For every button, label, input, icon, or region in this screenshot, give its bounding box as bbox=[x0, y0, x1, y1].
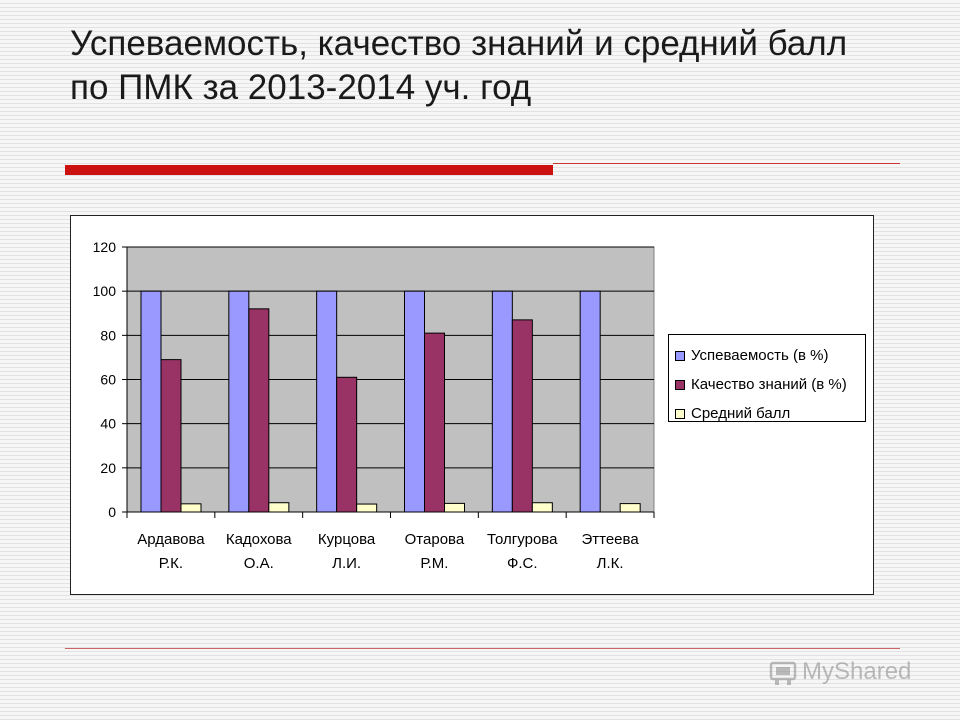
x-tick-label: Р.К. bbox=[159, 555, 183, 572]
x-tick-label: Ф.С. bbox=[507, 555, 538, 572]
projector-icon bbox=[769, 661, 797, 685]
watermark-logo: MyShared bbox=[768, 657, 911, 687]
bar bbox=[268, 502, 290, 513]
bar bbox=[356, 503, 378, 513]
chart-frame: 0 20 40 60 80 100 120 Ардавова Р.К. Кадохова О.А. К… bbox=[70, 215, 874, 595]
legend-swatch bbox=[675, 379, 685, 390]
bar bbox=[511, 319, 533, 513]
x-tick-label: Кадохова bbox=[226, 531, 292, 548]
y-tick-label: 20 bbox=[100, 460, 116, 476]
y-tick-label: 80 bbox=[100, 327, 116, 343]
legend-entry: Успеваемость (в %) bbox=[669, 341, 865, 370]
y-tick-label: 0 bbox=[108, 504, 116, 520]
legend-swatch bbox=[675, 408, 685, 419]
bar-chart: 0 20 40 60 80 100 120 Ардавова Р.К. Кадохова О.А. К… bbox=[93, 239, 655, 572]
legend-label: Средний балл bbox=[691, 405, 791, 422]
slide-title: Успеваемость, качество знаний и средний … bbox=[70, 24, 848, 107]
x-tick-label: Л.И. bbox=[332, 555, 361, 572]
bar bbox=[228, 290, 250, 513]
bar bbox=[316, 290, 338, 513]
bar bbox=[404, 290, 425, 513]
x-tick-label: Толгурова bbox=[487, 531, 558, 548]
x-tick-label: Р.М. bbox=[420, 555, 448, 572]
y-tick-label: 40 bbox=[100, 416, 116, 432]
bar bbox=[531, 502, 553, 513]
x-tick-label: Отарова bbox=[405, 531, 465, 548]
x-tick-label: Курцова bbox=[318, 531, 376, 548]
legend-label: Качество знаний (в %) bbox=[691, 376, 847, 393]
y-tick-label: 60 bbox=[100, 372, 116, 388]
legend-entry: Качество знаний (в %) bbox=[669, 370, 865, 399]
bar bbox=[160, 359, 182, 513]
footer-divider bbox=[65, 648, 900, 649]
x-tick-label: О.А. bbox=[244, 555, 274, 572]
title-underline bbox=[553, 163, 900, 164]
chart-legend: Успеваемость (в %) Качество знаний (в %) С… bbox=[668, 334, 866, 422]
x-tick-label: Эттеева bbox=[581, 531, 639, 548]
title-accent-bar bbox=[65, 165, 553, 175]
bar bbox=[140, 290, 162, 513]
bar bbox=[336, 376, 358, 513]
x-tick-label: Ардавова bbox=[137, 531, 205, 548]
y-tick-label: 100 bbox=[93, 283, 117, 299]
bar bbox=[579, 290, 601, 513]
bar bbox=[248, 308, 270, 513]
watermark-text: MyShared bbox=[802, 658, 912, 685]
legend-entry: Средний балл bbox=[669, 399, 865, 428]
bar bbox=[619, 503, 641, 513]
bar bbox=[180, 503, 202, 513]
legend-label: Успеваемость (в %) bbox=[691, 347, 829, 364]
bar bbox=[424, 332, 445, 513]
bar bbox=[491, 290, 513, 513]
x-tick-label: Л.К. bbox=[597, 555, 624, 572]
y-tick-label: 120 bbox=[93, 239, 117, 255]
bar bbox=[444, 502, 465, 513]
legend-swatch bbox=[675, 350, 685, 361]
